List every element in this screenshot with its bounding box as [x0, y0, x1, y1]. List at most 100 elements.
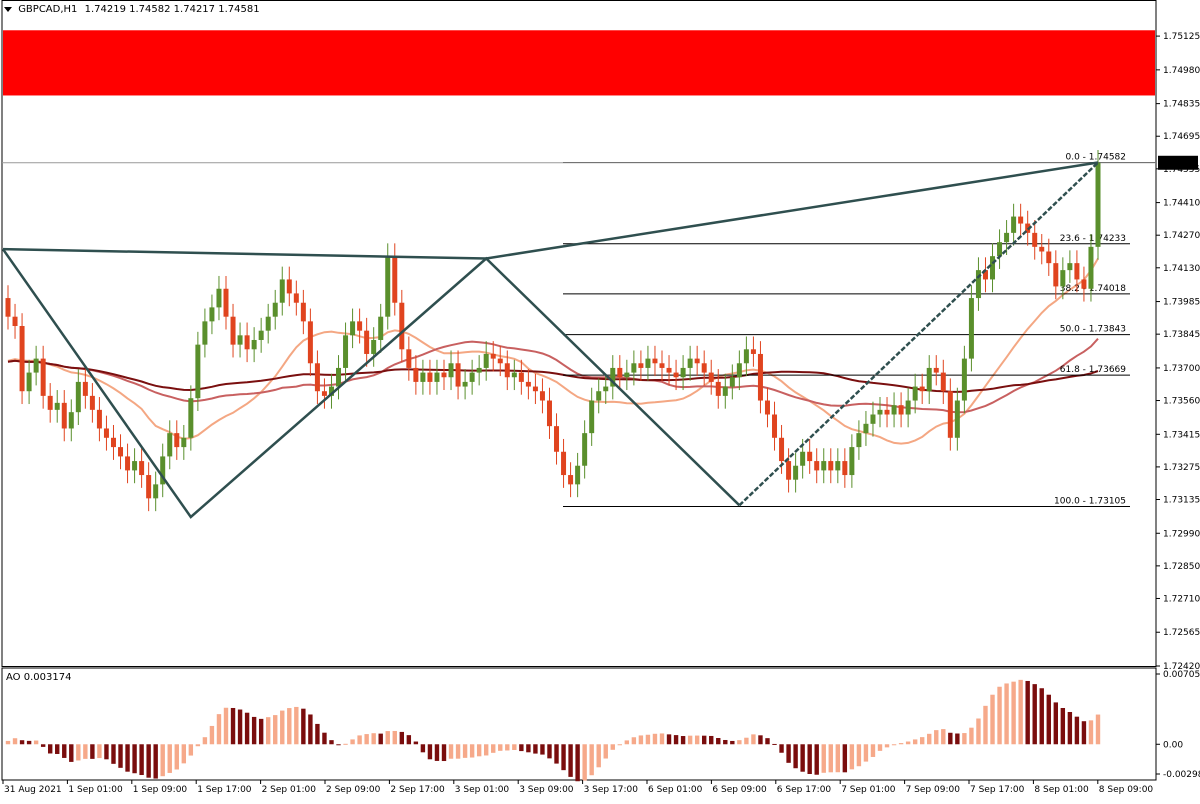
- ao-bar: [561, 744, 566, 771]
- ao-bar: [132, 744, 137, 774]
- ao-bar: [392, 730, 397, 745]
- ao-bar: [301, 708, 306, 745]
- ao-bar: [891, 744, 897, 746]
- candle-body: [371, 339, 377, 354]
- price-axis-label: 1.75125: [1163, 32, 1200, 42]
- ao-bar: [540, 744, 545, 755]
- ao-bar: [786, 744, 791, 763]
- candle-body: [863, 423, 869, 434]
- candle-body: [715, 381, 721, 396]
- current-price-label: 1.74581: [1161, 159, 1198, 169]
- ao-bar: [413, 741, 419, 745]
- ao-bar: [547, 744, 552, 759]
- ao-bar: [434, 744, 440, 761]
- ao-bar: [448, 744, 454, 759]
- candle-body: [687, 358, 693, 368]
- candle-body: [153, 484, 159, 499]
- fib-trend-line: [738, 161, 1099, 507]
- candle-body: [1004, 232, 1010, 243]
- ao-bar: [983, 705, 988, 745]
- candle-body: [125, 456, 131, 471]
- ao-bar: [912, 739, 918, 745]
- candle-body: [12, 316, 18, 327]
- ao-bar: [934, 730, 939, 745]
- candle-body: [1095, 162, 1101, 247]
- ao-bar: [483, 744, 489, 756]
- main-plot-frame: [1, 0, 1157, 667]
- time-axis-label: 7 Sep 09:00: [906, 785, 961, 795]
- dropdown-triangle-icon[interactable]: [4, 6, 12, 12]
- ao-bar: [687, 735, 693, 745]
- ao-bar: [1074, 716, 1080, 745]
- ao-bar: [55, 744, 60, 754]
- ao-bar: [47, 744, 53, 754]
- ao-bar: [491, 744, 496, 753]
- ao-bar: [1095, 714, 1101, 745]
- candle-body: [406, 349, 412, 368]
- pattern-top-line-2: [485, 161, 1099, 260]
- candle-body: [786, 461, 792, 480]
- ao-bar: [280, 710, 285, 745]
- ao-bar: [512, 744, 517, 750]
- price-axis-label: 1.72990: [1163, 529, 1200, 539]
- candle-body: [132, 461, 138, 471]
- ao-bar: [1039, 688, 1044, 745]
- price-axis-label: 1.74835: [1163, 100, 1200, 110]
- ao-bar: [997, 686, 1002, 745]
- candle-body: [954, 400, 960, 438]
- fib-label-61.8: 61.8 - 1.73669: [1060, 365, 1126, 375]
- candle-body: [1011, 216, 1017, 233]
- price-axis-label: 1.74130: [1163, 264, 1200, 274]
- ao-bar: [174, 744, 179, 770]
- candle-body: [174, 433, 180, 448]
- ao-bar: [765, 738, 770, 745]
- candle-body: [314, 363, 320, 392]
- candle-body: [139, 461, 145, 476]
- candle-body: [237, 335, 243, 345]
- candle-body: [307, 321, 313, 364]
- ao-bar: [26, 740, 32, 745]
- ao-bar: [969, 727, 974, 745]
- price-axis-label: 1.72565: [1163, 628, 1200, 638]
- candle-body: [279, 279, 285, 303]
- pattern-top-line-1: [2, 247, 487, 260]
- ao-bar: [1081, 721, 1087, 745]
- ao-bar: [828, 744, 833, 773]
- candle-body: [202, 321, 208, 345]
- ao-bar: [167, 744, 172, 773]
- ao-bar: [265, 717, 271, 745]
- candle-body: [293, 293, 299, 303]
- candle-body: [216, 288, 222, 308]
- candle-body: [680, 367, 686, 378]
- candle-body: [814, 461, 820, 471]
- ao-bar: [125, 744, 130, 772]
- candle-body: [223, 288, 229, 317]
- candle-body: [1018, 216, 1024, 224]
- candle-body: [420, 372, 426, 382]
- candle-body: [532, 386, 538, 392]
- ao-bar: [146, 744, 151, 778]
- candle-body: [968, 298, 974, 359]
- candle-body: [982, 270, 988, 280]
- candle-body: [701, 363, 707, 373]
- time-axis-label: 6 Sep 01:00: [648, 785, 703, 795]
- candle-body: [350, 321, 356, 336]
- candle-body: [47, 395, 53, 410]
- ao-bar: [160, 744, 165, 777]
- candle-body: [568, 475, 574, 485]
- ao-bar: [666, 734, 672, 745]
- candle-body: [427, 372, 433, 382]
- candle-body: [272, 302, 278, 317]
- candle-body: [399, 302, 405, 350]
- candle-body: [230, 316, 236, 345]
- fib-label-38.2: 38.2 - 1.74018: [1060, 284, 1126, 294]
- candle-body: [5, 298, 11, 317]
- candle-body: [997, 242, 1003, 257]
- ao-bar: [322, 732, 327, 745]
- candle-body: [195, 344, 201, 399]
- price-axis-label: 1.73700: [1163, 364, 1200, 374]
- ao-bar: [596, 744, 601, 768]
- ao-bar: [273, 715, 278, 745]
- candle-body: [1032, 232, 1038, 247]
- candle-body: [933, 367, 939, 373]
